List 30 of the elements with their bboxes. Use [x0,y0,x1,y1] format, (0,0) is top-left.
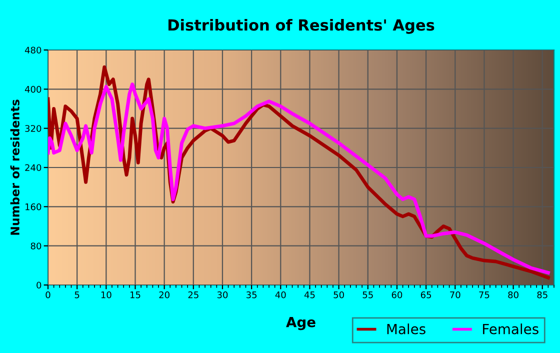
x-tick-label: 50 [334,291,344,298]
x-tick-label: 55 [362,292,373,298]
x-tick-label: 85 [537,291,548,298]
y-tick-label: 160 [26,203,42,210]
y-tick-label: 480 [24,46,42,54]
legend-label: Males [387,324,426,334]
x-tick-label: 0 [46,291,50,298]
x-tick-label: 75 [479,292,490,298]
x-tick-label: 25 [188,291,198,298]
x-tick-label: 65 [420,291,431,298]
legend-label: Females [483,324,538,334]
y-tick-label: 0 [36,282,42,289]
y-tick-label: 240 [25,164,42,172]
x-tick-label: 80 [508,291,518,298]
x-tick-label: 35 [246,291,257,298]
y-axis-title: Number of residents [10,100,20,235]
x-tick-label: 10 [101,291,112,298]
x-tick-label: 20 [159,291,170,298]
x-tick-label: 60 [392,291,402,298]
y-tick-label: 80 [30,242,42,250]
x-tick-label: 15 [130,292,140,298]
x-tick-label: 5 [74,292,80,298]
x-tick-label: 70 [450,291,460,298]
x-tick-label: 30 [217,291,228,298]
y-tick-label: 320 [25,125,42,132]
x-tick-label: 40 [275,291,286,298]
chart-title: Distribution of Residents' Ages [168,18,434,34]
x-tick-label: 45 [304,292,315,298]
y-tick-label: 400 [24,86,42,93]
x-axis-title: Age [286,316,316,330]
